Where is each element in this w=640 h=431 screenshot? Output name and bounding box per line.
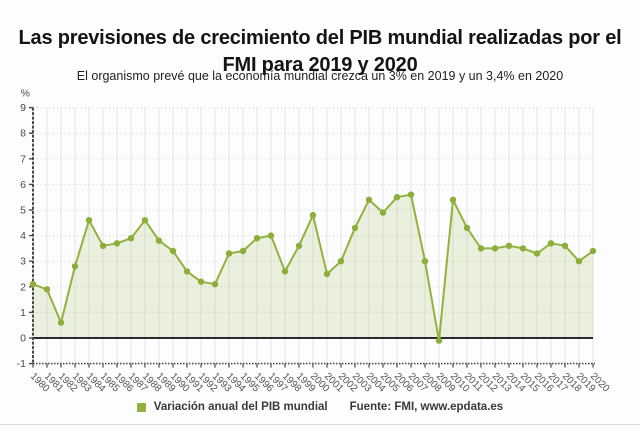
- data-point-1998: [281, 268, 289, 275]
- y-tick-label: 2: [20, 281, 26, 293]
- data-point-2012: [477, 245, 485, 252]
- y-tick-label: 9: [20, 102, 26, 114]
- data-point-1992: [197, 278, 205, 285]
- data-point-1996: [253, 235, 261, 242]
- y-tick-label: -1: [17, 358, 26, 370]
- data-point-1980: [29, 281, 37, 288]
- area-fill: [33, 194, 593, 341]
- y-tick-label: 3: [20, 256, 26, 268]
- x-axis-labels: 1980198119821983198419851986198719881989…: [28, 363, 612, 395]
- data-point-1999: [295, 242, 303, 249]
- data-point-1993: [211, 281, 219, 288]
- horizontal-gridlines: [33, 107, 593, 313]
- data-point-1987: [127, 235, 135, 242]
- y-tick-label: 6: [20, 179, 26, 191]
- data-point-1983: [71, 263, 79, 270]
- data-point-1997: [267, 232, 275, 239]
- y-tick-label: 8: [20, 128, 26, 140]
- data-point-1995: [239, 247, 247, 255]
- y-tick-label: 1: [20, 307, 26, 319]
- data-point-1986: [113, 240, 121, 247]
- legend-swatch: [136, 402, 146, 412]
- data-point-2008: [421, 258, 429, 265]
- data-point-1985: [99, 242, 107, 249]
- chart-footer: Variación anual del PIB mundial Fuente: …: [0, 401, 640, 413]
- data-point-2011: [463, 224, 471, 232]
- data-point-2010: [449, 196, 457, 203]
- chart-canvas: -1 0 1 2 3 4 5 6 7 8 9% 198019811982198319841985198…: [17, 88, 612, 395]
- data-point-2016: [533, 250, 541, 257]
- legend-label: Variación anual del PIB mundial: [153, 401, 328, 413]
- chart-title: Las previsiones de crecimiento del PIB m…: [18, 27, 622, 76]
- source-text: Fuente: FMI, www.epdata.es: [349, 401, 504, 413]
- y-tick-label: 5: [20, 205, 26, 217]
- data-point-1984: [85, 217, 93, 224]
- data-point-2013: [491, 245, 499, 252]
- data-point-2002: [337, 258, 345, 265]
- data-point-2017: [547, 240, 555, 247]
- bottom-divider: [0, 424, 640, 425]
- gdp-line-chart: -1 0 1 2 3 4 5 6 7 8 9% 1980 1981 1982 1983 1984 1985 198…: [0, 86, 640, 402]
- data-point-1989: [155, 237, 163, 244]
- data-point-2000: [309, 211, 317, 219]
- data-point-1988: [141, 217, 149, 224]
- data-point-2001: [323, 270, 331, 278]
- y-tick-label: 7: [20, 153, 26, 165]
- data-point-1981: [43, 286, 51, 293]
- data-point-2004: [365, 196, 373, 203]
- data-point-2018: [561, 242, 569, 249]
- data-point-1990: [169, 247, 177, 255]
- data-point-2009: [435, 337, 443, 344]
- data-point-2007: [407, 191, 415, 198]
- y-axis-labels: -1 0 1 2 3 4 5 6 7 8 9: [17, 102, 33, 370]
- data-point-2003: [351, 224, 359, 232]
- data-point-2020: [589, 247, 597, 255]
- chart-subtitle: El organismo prevé que la economía mundi…: [76, 69, 564, 83]
- data-point-2006: [393, 194, 401, 201]
- data-point-2015: [519, 245, 527, 252]
- data-point-2014: [505, 242, 513, 249]
- y-tick-label: 0: [20, 333, 26, 345]
- data-point-1982: [57, 319, 65, 326]
- data-point-2019: [575, 258, 583, 265]
- data-point-1991: [183, 268, 191, 275]
- data-point-2005: [379, 209, 387, 216]
- y-axis-unit-label: %: [21, 88, 30, 100]
- series-markers: [29, 191, 597, 344]
- data-point-1994: [225, 250, 233, 257]
- y-tick-label: 4: [20, 230, 26, 242]
